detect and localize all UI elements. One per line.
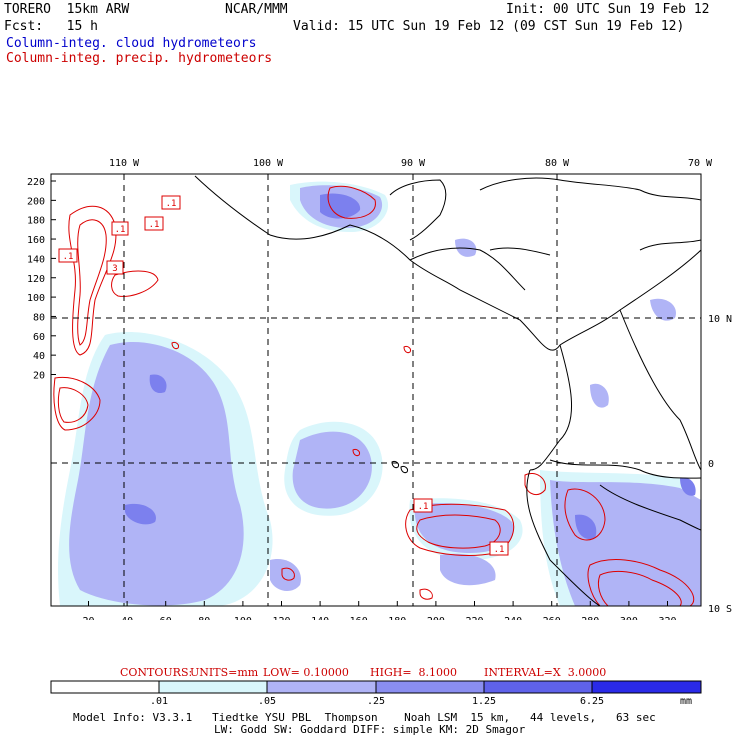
x-tick-label: 300 (620, 616, 638, 620)
y-tick-label: 40 (33, 351, 45, 362)
lon-label: 90 W (401, 158, 426, 169)
contour-label: .1 (161, 195, 181, 210)
colorbar-tick: .05 (258, 696, 276, 706)
x-tick-label: 60 (160, 616, 172, 620)
x-tick-label: 240 (504, 616, 522, 620)
x-tick-label: 120 (272, 616, 290, 620)
x-tick-label: 140 (311, 616, 329, 620)
contour-label: .1 (489, 541, 509, 556)
longitude-labels: 110 W 100 W 90 W 80 W 70 W (109, 158, 713, 169)
contour-value-labels: .1 .1 .1 .1 3 .1 .1 (58, 195, 509, 556)
lat-label: 10 S (708, 604, 732, 615)
x-tick-label: 100 (234, 616, 252, 620)
contour-low: LOW= 0.10000 (263, 666, 349, 679)
svg-text:3: 3 (112, 264, 117, 274)
lat-label: 10 N (708, 314, 732, 325)
organization-label: NCAR/MMM (225, 2, 288, 17)
svg-text:.1: .1 (149, 220, 160, 230)
forecast-map: 110 W 100 W 90 W 80 W 70 W 10 N 0 10 S (27, 158, 732, 620)
x-tick-label: 40 (121, 616, 133, 620)
y-tick-label: 220 (27, 177, 45, 188)
colorbar-bin (266, 680, 377, 694)
colorbar-bin (591, 680, 702, 694)
x-tick-label: 160 (350, 616, 368, 620)
x-tick-label: 80 (198, 616, 210, 620)
contour-label: .1 (413, 498, 433, 513)
lon-label: 80 W (545, 158, 570, 169)
contour-label: 3 (106, 260, 124, 275)
x-tick-label: 220 (465, 616, 483, 620)
x-axis: 20 40 60 80 100 120 140 160 180 200 220 240 260 280 30… (82, 601, 677, 620)
svg-text:.1: .1 (63, 252, 74, 262)
coastlines (194, 175, 701, 606)
lon-label: 70 W (688, 158, 713, 169)
contour-label: .1 (144, 216, 164, 231)
contour-high: HIGH= 8.1000 (370, 666, 458, 679)
lat-label: 0 (708, 459, 714, 470)
model-title: TORERO 15km ARW (4, 2, 130, 17)
x-tick-label: 200 (427, 616, 445, 620)
contour-interval: INTERVAL=X 3.0000 (484, 666, 607, 679)
y-tick-label: 180 (27, 216, 45, 227)
contour-units: UNITS=mm (190, 666, 259, 679)
cloud-shading (69, 185, 701, 606)
lon-label: 110 W (109, 158, 140, 169)
map-grid (51, 174, 701, 606)
model-info-line1: Model Info: V3.3.1 Tiedtke YSU PBL Thomp… (73, 711, 656, 724)
init-time: Init: 00 UTC Sun 19 Feb 12 (506, 2, 710, 17)
cloud-dense-areas (125, 193, 696, 540)
map-frame (50, 173, 702, 607)
colorbar-bin (50, 680, 160, 694)
colorbar-bin (483, 680, 593, 694)
svg-text:.1: .1 (494, 545, 505, 555)
colorbar-unit: mm (680, 696, 692, 706)
colorbar-tick: .01 (150, 696, 168, 706)
svg-text:.1: .1 (115, 225, 126, 235)
colorbar-tick: 6.25 (580, 696, 604, 706)
y-tick-label: 200 (27, 196, 45, 207)
colorbar: .01 .05 .25 1.25 6.25 mm (50, 680, 702, 706)
y-tick-label: 120 (27, 274, 45, 285)
valid-time: Valid: 15 UTC Sun 19 Feb 12 (09 CST Sun … (293, 19, 685, 34)
x-tick-label: 20 (82, 616, 94, 620)
contour-label: .1 (111, 221, 129, 236)
x-tick-label: 320 (658, 616, 676, 620)
svg-text:.1: .1 (418, 502, 429, 512)
y-tick-label: 20 (33, 371, 45, 382)
contour-label: .1 (58, 248, 78, 263)
y-tick-label: 140 (27, 254, 45, 265)
contour-label-text: CONTOURS: (120, 666, 193, 679)
cloud-field-title: Column-integ. cloud hydrometeors (6, 36, 257, 51)
lon-label: 100 W (253, 158, 284, 169)
colorbar-bin (158, 680, 268, 694)
svg-text:.1: .1 (166, 199, 177, 209)
y-tick-label: 100 (27, 293, 45, 304)
forecast-hour: Fcst: 15 h (4, 19, 98, 34)
latitude-labels: 10 N 0 10 S (708, 314, 732, 615)
y-tick-label: 80 (33, 312, 45, 323)
x-tick-label: 280 (581, 616, 599, 620)
y-tick-label: 60 (33, 332, 45, 343)
colorbar-bin (375, 680, 485, 694)
colorbar-tick: .25 (367, 696, 385, 706)
precip-field-title: Column-integ. precip. hydrometeors (6, 51, 273, 66)
y-tick-label: 160 (27, 235, 45, 246)
x-tick-label: 260 (543, 616, 561, 620)
model-info-line2: LW: Godd SW: Goddard DIFF: simple KM: 2D… (214, 723, 526, 736)
y-axis: 220 200 180 160 140 120 100 80 60 40 20 (27, 177, 56, 382)
colorbar-tick: 1.25 (472, 696, 496, 706)
x-tick-label: 180 (388, 616, 406, 620)
